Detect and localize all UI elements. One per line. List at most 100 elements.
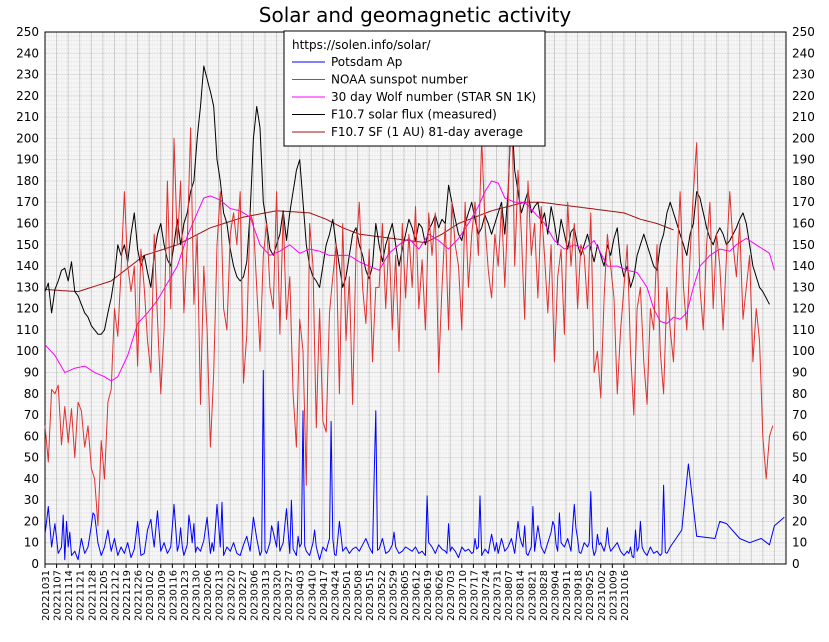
x-tick-label: 20230918 [574,570,585,621]
y-tick-label-right: 220 [792,89,815,103]
x-tick-label: 20230911 [562,570,573,621]
x-tick-label: 20230710 [458,570,469,621]
legend-label: Potsdam Ap [331,55,402,69]
series-line-4 [44,201,674,293]
y-tick-label-right: 20 [792,514,807,528]
y-tick-label-left: 100 [16,344,39,358]
y-tick-label-right: 170 [792,195,815,209]
x-tick-label: 20230821 [527,570,538,621]
x-tick-label: 20230515 [365,570,376,621]
x-tick-label: 20230327 [284,570,295,621]
y-tick-label-right: 50 [792,451,807,465]
series-line-1 [44,80,774,527]
y-tick-label-right: 200 [792,131,815,145]
x-tick-label: 20230102 [145,570,156,621]
y-tick-label-right: 30 [792,493,807,507]
x-tick-label: 20230403 [296,570,307,621]
x-tick-label: 20230313 [261,570,272,621]
series-layer [44,65,785,561]
x-tick-label: 20230123 [180,570,191,621]
x-tick-label: 20230213 [215,570,226,621]
x-tick-label: 20230306 [249,570,260,621]
y-tick-label-left: 250 [16,25,39,39]
series-line-0 [44,369,785,561]
x-tick-label: 20230605 [400,570,411,621]
legend-label: 30 day Wolf number (STAR SN 1K) [331,90,536,104]
x-tick-label: 20231016 [620,570,631,621]
y-tick-label-left: 150 [16,238,39,252]
y-axis-left: 0 10 20 30 40 50 60 70 80 90 100 110 120 130 140 150 160… [16,25,39,571]
y-tick-label-left: 0 [31,557,39,571]
x-tick-label: 20230206 [203,570,214,621]
y-tick-label-right: 110 [792,323,815,337]
x-tick-label: 20230109 [157,570,168,621]
y-tick-label-left: 180 [16,174,39,188]
x-tick-label: 20230703 [446,570,457,621]
x-tick-label: 20230724 [481,570,492,621]
y-tick-label-left: 110 [16,323,39,337]
y-tick-label-right: 10 [792,536,807,550]
x-tick-label: 20231002 [597,570,608,621]
y-tick-label-left: 50 [24,451,39,465]
y-tick-label-right: 150 [792,238,815,252]
y-tick-label-right: 140 [792,259,815,273]
y-tick-label-left: 210 [16,110,39,124]
x-tick-label: 20230424 [330,570,341,621]
y-tick-label-right: 230 [792,68,815,82]
y-tick-label-right: 80 [792,387,807,401]
y-tick-label-left: 80 [24,387,39,401]
x-tick-label: 20230626 [435,570,446,621]
x-tick-label: 20230529 [388,570,399,621]
y-tick-label-left: 200 [16,131,39,145]
x-tick-label: 20221031 [41,570,52,621]
y-tick-label-left: 160 [16,217,39,231]
y-tick-label-right: 210 [792,110,815,124]
y-tick-label-left: 190 [16,153,39,167]
y-tick-label-right: 180 [792,174,815,188]
y-tick-label-right: 160 [792,217,815,231]
y-tick-label-right: 0 [792,557,800,571]
y-tick-label-right: 70 [792,408,807,422]
x-tick-label: 20230227 [238,570,249,621]
legend-label: F10.7 solar flux (measured) [331,108,497,122]
x-tick-label: 20230501 [342,570,353,621]
y-tick-label-right: 100 [792,344,815,358]
x-tick-label: 20221114 [64,570,75,621]
x-tick-label: 20230828 [539,570,550,621]
x-tick-label: 20231009 [608,570,619,621]
y-tick-label-right: 240 [792,46,815,60]
legend: https://solen.info/solar/ Potsdam Ap NOAA… [283,30,546,147]
x-tick-label: 20230807 [504,570,515,621]
x-tick-label: 20230925 [585,570,596,621]
x-tick-label: 20230612 [412,570,423,621]
y-tick-label-left: 40 [24,472,39,486]
y-tick-label-left: 90 [24,365,39,379]
legend-label: NOAA sunspot number [331,73,468,87]
legend-source-label: https://solen.info/solar/ [292,38,432,52]
x-tick-label: 20221212 [110,570,121,621]
x-tick-label: 20230731 [493,570,504,621]
y-tick-label-left: 30 [24,493,39,507]
x-tick-label: 20230814 [516,570,527,621]
y-tick-label-left: 60 [24,429,39,443]
y-tick-label-left: 70 [24,408,39,422]
y-tick-label-right: 40 [792,472,807,486]
x-tick-label: 20221128 [87,570,98,621]
y-tick-label-left: 140 [16,259,39,273]
y-tick-label-right: 60 [792,429,807,443]
x-tick-label: 20230220 [226,570,237,621]
chart-title: Solar and geomagnetic activity [259,3,572,27]
x-tick-label: 20221205 [99,570,110,621]
y-tick-label-left: 130 [16,280,39,294]
y-tick-label-right: 130 [792,280,815,294]
y-tick-label-right: 90 [792,365,807,379]
legend-items: Potsdam Ap NOAA sunspot number 30 day Wolf… [292,55,536,139]
y-tick-label-left: 170 [16,195,39,209]
y-tick-label-left: 120 [16,302,39,316]
x-tick-label: 20221226 [134,570,145,621]
y-tick-label-left: 220 [16,89,39,103]
x-tick-label: 20230417 [319,570,330,621]
x-tick-label: 20230619 [423,570,434,621]
x-tick-label: 20230904 [550,570,561,621]
